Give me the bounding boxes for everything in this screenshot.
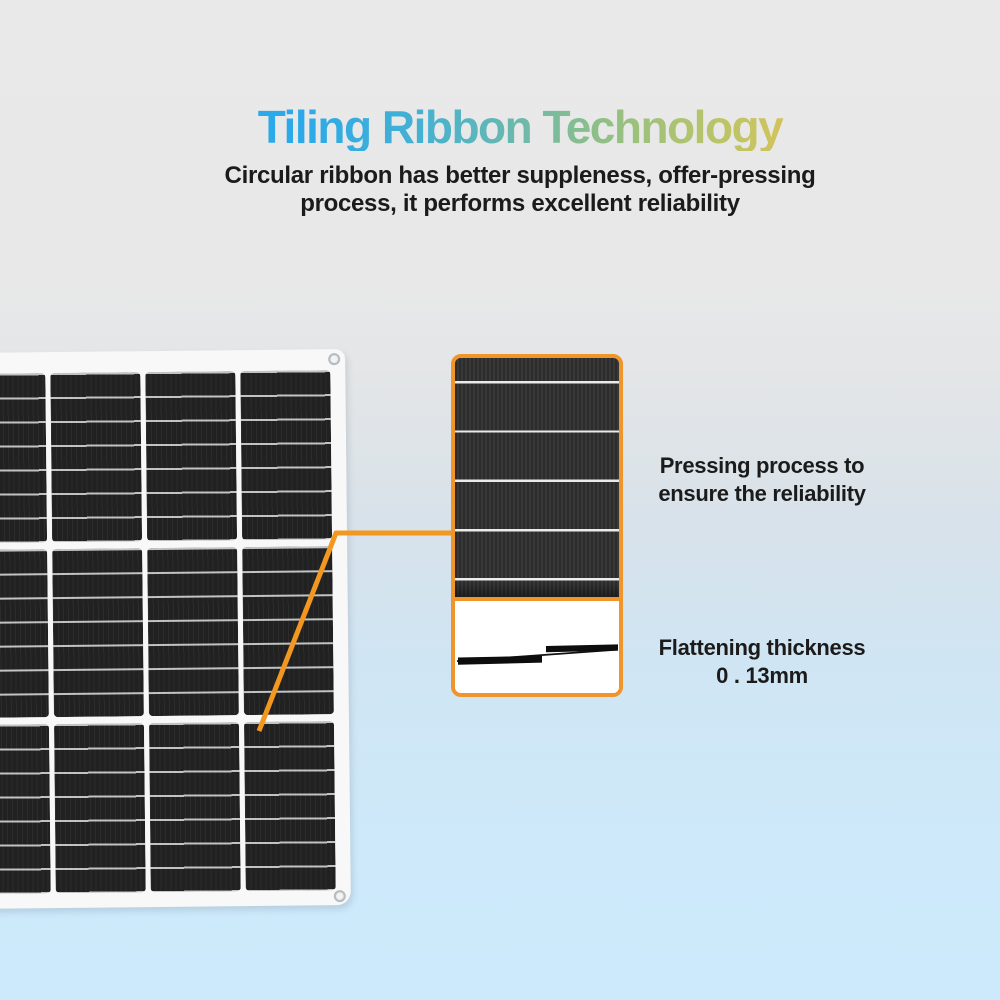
- cell-column: [0, 373, 48, 543]
- annotation-pressing-process: Pressing process to ensure the reliabili…: [632, 452, 892, 508]
- cell-column: [53, 723, 146, 894]
- subtitle-line-1: Circular ribbon has better suppleness, o…: [224, 162, 816, 190]
- flattened-ribbon-diagram: [455, 601, 619, 693]
- panel-section-middle: [0, 545, 334, 719]
- pressing-process-photo: [455, 358, 619, 601]
- page-subtitle: Circular ribbon has better suppleness, o…: [20, 162, 1000, 218]
- mounting-hole-icon: [333, 890, 346, 903]
- panel-section-top: [0, 370, 333, 543]
- cell-column: [0, 724, 51, 894]
- annotation-flattening-thickness: Flattening thickness 0 . 13mm: [632, 634, 892, 690]
- cell-column: [147, 546, 239, 717]
- annotation-line: 0 . 13mm: [716, 663, 808, 688]
- cell-column: [145, 371, 238, 541]
- annotation-line: Pressing process to: [659, 453, 865, 478]
- callout-box: [451, 354, 623, 697]
- annotation-line: Flattening thickness: [658, 635, 866, 660]
- page-title: Tiling Ribbon Technology: [20, 103, 1000, 152]
- cell-column: [243, 721, 336, 892]
- cell-column: [240, 370, 333, 540]
- panel-cell-grid: [0, 370, 336, 894]
- lower-ribbon-bar: [458, 655, 542, 665]
- annotation-line: ensure the reliability: [658, 481, 866, 506]
- cell-column: [242, 545, 334, 716]
- overlapping-flattened-ribbons-icon: [456, 644, 619, 665]
- cell-column: [0, 548, 49, 719]
- subtitle-line-2: process, it performs excellent reliabili…: [300, 190, 740, 218]
- panel-section-bottom: [0, 721, 336, 894]
- solar-panel-image: [0, 349, 351, 909]
- cell-column: [148, 722, 241, 893]
- header: Tiling Ribbon Technology Circular ribbon…: [20, 103, 1000, 218]
- upper-ribbon-bar: [546, 644, 618, 653]
- cell-column: [50, 372, 143, 542]
- mounting-hole-icon: [328, 353, 341, 366]
- cell-column: [52, 547, 144, 718]
